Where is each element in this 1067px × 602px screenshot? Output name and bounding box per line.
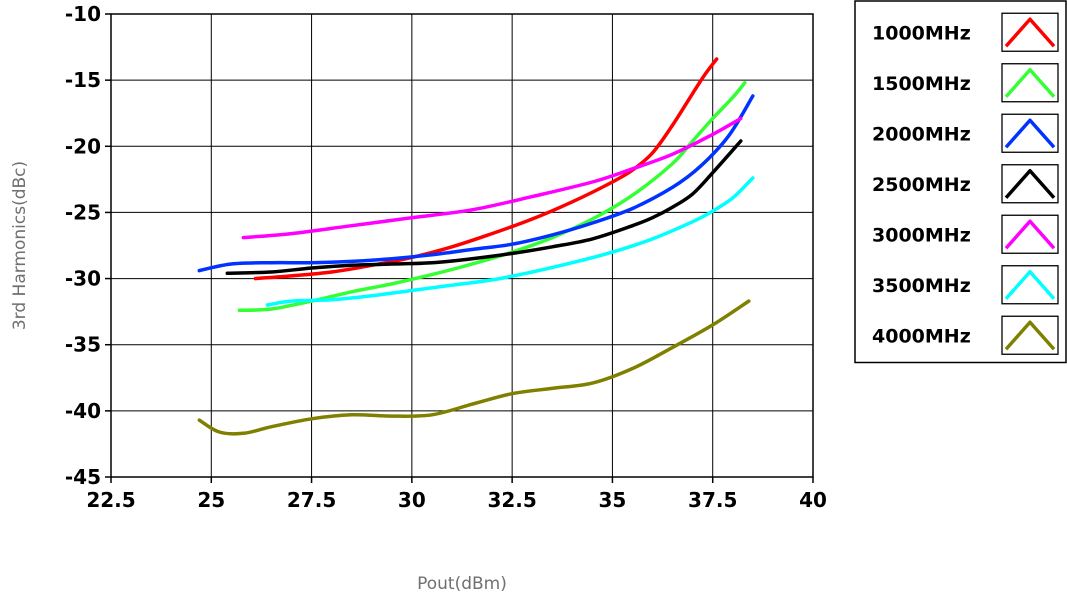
plot-frame (110, 13, 814, 478)
axis-ticks: 22.5 25 27.5 30 32.5 35 37.5 40 -10 -15 -20 -25 -30 -… (65, 2, 827, 512)
series-line-2500mhz (225, 139, 743, 276)
series-line-3500mhz (265, 176, 755, 307)
legend-label: 2000MHz (872, 123, 971, 145)
x-tick-label: 37.5 (688, 488, 737, 512)
series-line-3000mhz (241, 116, 743, 240)
y-tick-label: -35 (65, 333, 101, 357)
legend-label: 1000MHz (872, 22, 971, 44)
x-tick-label: 32.5 (487, 488, 536, 512)
y-tick-label: -25 (65, 200, 101, 224)
x-axis-title: Pout(dBm) (417, 574, 507, 594)
y-tick-label: -15 (65, 68, 101, 92)
legend-swatch-line (1004, 320, 1056, 351)
legend-label: 3500MHz (872, 275, 971, 297)
legend-swatch-line (1004, 219, 1056, 250)
legend-swatch-line (1004, 169, 1056, 199)
legend-label: 2500MHz (872, 174, 971, 196)
x-tick-label: 25 (197, 488, 225, 512)
x-tick-label: 22.5 (86, 488, 135, 512)
series-line-1500mhz (237, 81, 747, 313)
series-line-4000mhz (197, 299, 751, 436)
y-axis-title: 3rd Harmonics(dBc) (10, 161, 30, 330)
y-tick-label: -45 (65, 465, 101, 489)
x-tick-label: 35 (599, 488, 627, 512)
y-tick-label: -40 (65, 399, 101, 423)
legend: 1000MHz 1500MHz 2000MHz 2500MHz 3000MHz 3500M… (854, 0, 1067, 364)
legend-swatch-line (1004, 17, 1056, 48)
x-tick-label: 27.5 (287, 488, 336, 512)
y-tick-label: -20 (65, 134, 101, 158)
series-line-1000mhz (253, 57, 719, 281)
x-tick-label: 30 (398, 488, 426, 512)
series-line-2000mhz (197, 94, 755, 273)
legend-label: 1500MHz (872, 73, 971, 95)
legend-swatch-line (1004, 270, 1056, 300)
y-tick-label: -10 (65, 2, 101, 26)
x-tick-label: 40 (799, 488, 827, 512)
legend-swatch-line (1004, 118, 1056, 149)
y-tick-label: -30 (65, 267, 101, 291)
legend-label: 3000MHz (872, 224, 971, 246)
series-lines (197, 57, 755, 436)
legend-swatch-line (1004, 68, 1056, 98)
legend-label: 4000MHz (872, 325, 971, 347)
